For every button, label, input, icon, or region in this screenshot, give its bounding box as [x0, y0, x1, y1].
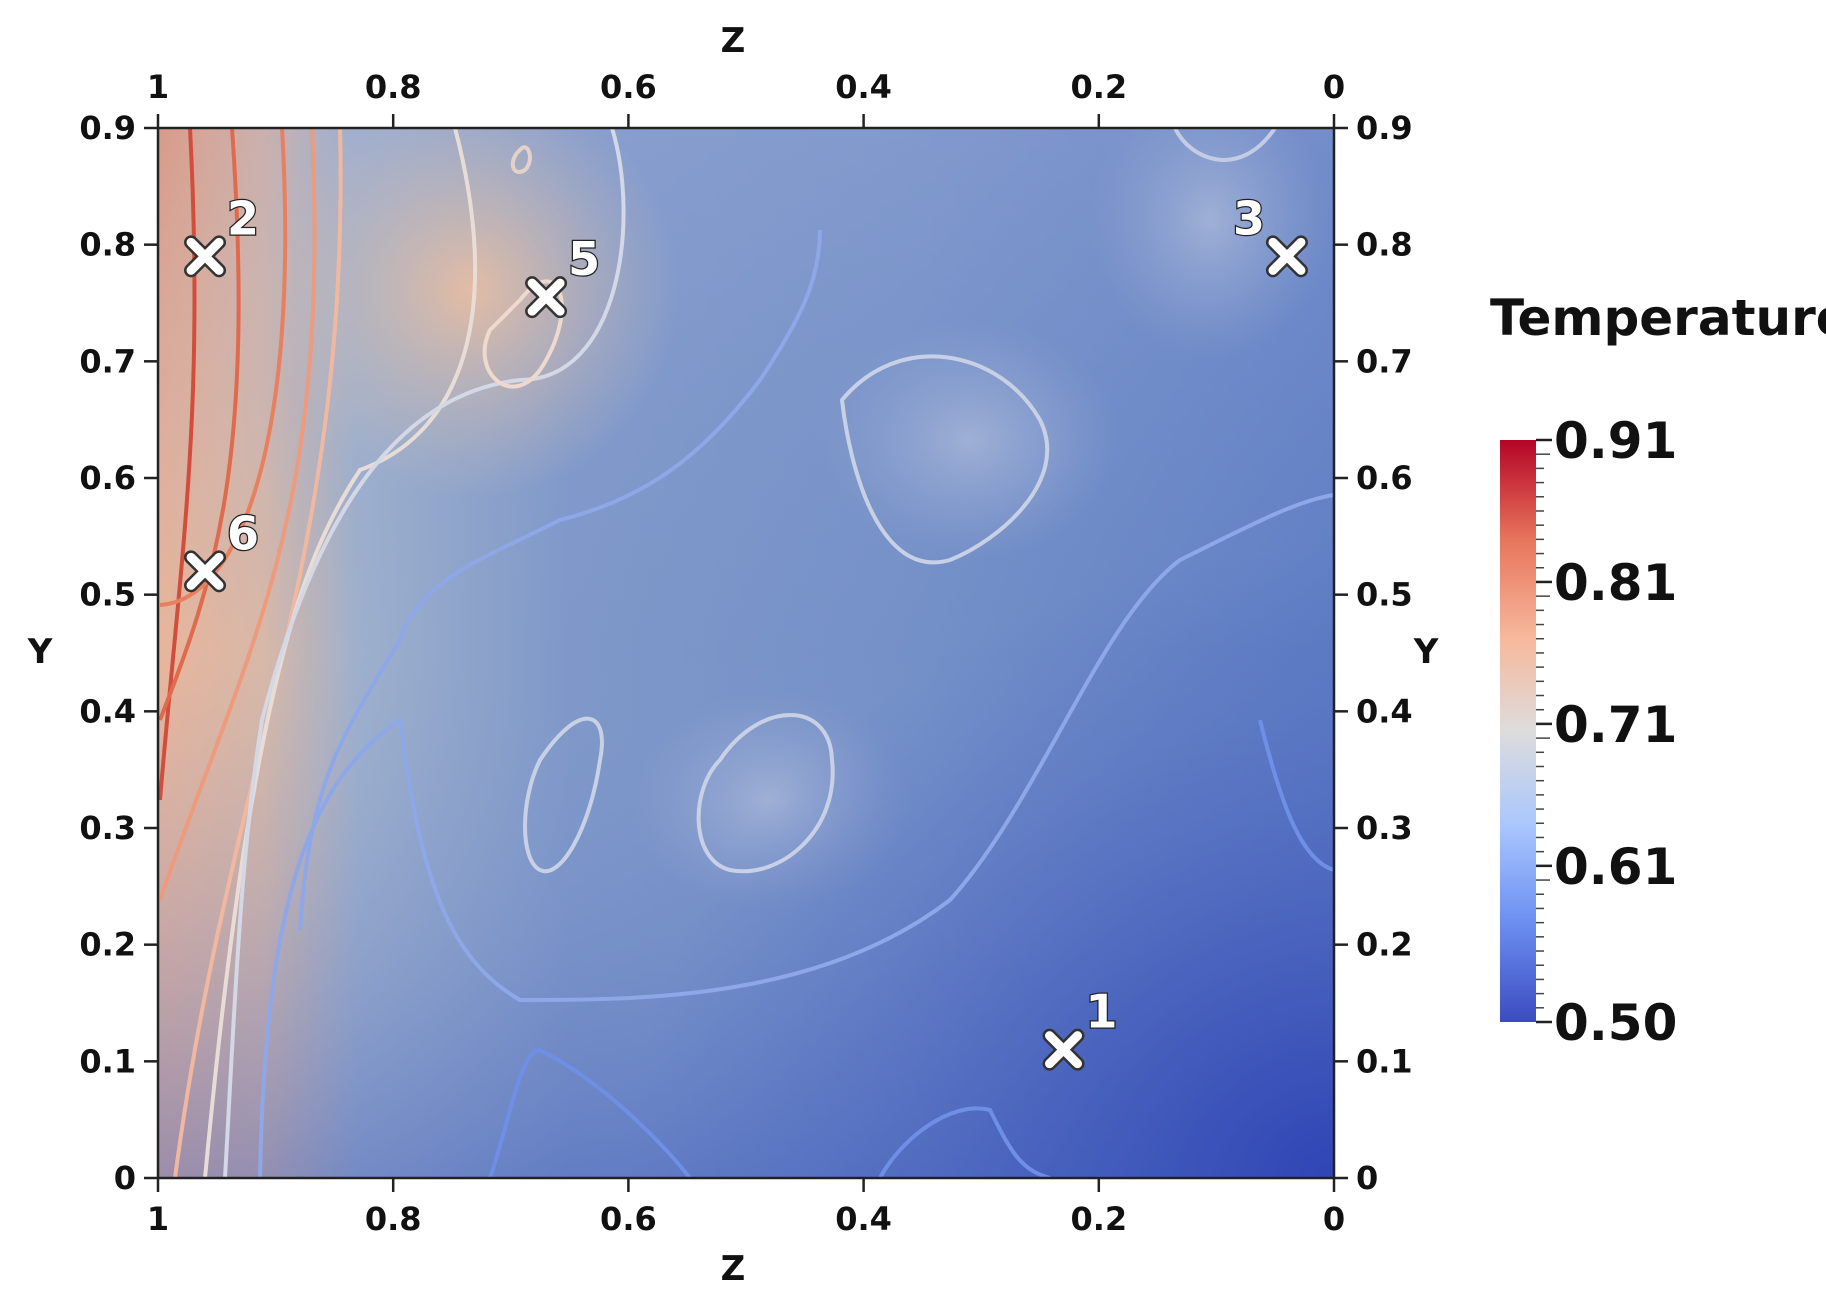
y-tick-label: 0.9: [1356, 109, 1413, 147]
y-tick-label: 0.6: [79, 459, 136, 497]
marker-cross: [1045, 1031, 1083, 1069]
y-axis-right: 0.9 0.8 0.7 0.6 0.5 0.4 0.3 0.2 0.1 0: [1334, 109, 1413, 1197]
marker-cross: [186, 237, 224, 275]
y-tick-label: 0.7: [79, 342, 136, 380]
z-tick-label: 0.4: [835, 68, 892, 106]
temperature-field: [158, 128, 1334, 1178]
colorbar-gradient: [1500, 440, 1536, 1022]
colorbar-tick-label: 0.71: [1554, 696, 1677, 754]
y-axis-title-right: Y: [1413, 632, 1439, 672]
contour-line: [696, 713, 835, 874]
contour-line: [158, 128, 317, 901]
x-axis-title-bottom: Z: [721, 1249, 746, 1289]
probe-marker: 6: [184, 505, 260, 593]
contour-line: [258, 493, 1334, 1178]
colorbar-tick-label: 0.81: [1554, 554, 1677, 612]
colorbar-tick-label: 0.61: [1554, 838, 1677, 896]
z-tick-label: 0.4: [835, 1200, 892, 1238]
z-tick-label: 0.8: [365, 1200, 422, 1238]
z-tick-label: 0: [1323, 68, 1345, 106]
probe-markers: 1 2 3 5 6: [184, 190, 1308, 1071]
x-axis-title-top: Z: [721, 21, 746, 61]
contour-line: [1173, 128, 1277, 162]
z-tick-label: 0.2: [1070, 1200, 1127, 1238]
y-tick-label: 0.3: [1356, 809, 1413, 847]
y-axis-title-left: Y: [27, 632, 53, 672]
contour-line: [840, 354, 1049, 565]
y-axis-left: 0.9 0.8 0.7 0.6 0.5 0.4 0.3 0.2 0.1 0: [79, 109, 158, 1197]
z-tick-label: 0.2: [1070, 68, 1127, 106]
marker-label: 1: [1086, 985, 1118, 1039]
y-tick-label: 0.7: [1356, 342, 1413, 380]
y-tick-label: 0: [1356, 1159, 1378, 1197]
marker-cross: [527, 278, 565, 316]
y-tick-label: 0.2: [79, 926, 136, 964]
y-tick-label: 0.1: [79, 1042, 136, 1080]
marker-label: 2: [227, 191, 259, 245]
y-tick-label: 0.4: [1356, 692, 1413, 730]
y-tick-label: 0.1: [1356, 1042, 1413, 1080]
probe-marker: 2: [184, 190, 260, 278]
contour-line: [523, 716, 604, 874]
z-tick-label: 0: [1323, 1200, 1345, 1238]
marker-label: 6: [227, 506, 259, 560]
colorbar-labels: 0.91 0.81 0.71 0.61 0.50: [1536, 412, 1677, 1052]
marker-label: 5: [568, 232, 600, 286]
colorbar-tick-label: 0.50: [1554, 994, 1677, 1052]
y-tick-label: 0.8: [79, 226, 136, 264]
y-tick-label: 0.5: [1356, 576, 1413, 614]
contour-line: [159, 128, 288, 607]
colorbar: Temperature 0.91 0.81 0.71 0.61 0.50: [1490, 289, 1826, 1052]
contour-line: [878, 1106, 1051, 1178]
plot-frame: [156, 126, 1336, 1180]
x-axis-bottom: 1 0.8 0.6 0.4 0.2 0: [147, 1178, 1345, 1238]
probe-marker: 3: [1232, 190, 1308, 278]
contour-line: [1258, 719, 1334, 872]
y-tick-label: 0.4: [79, 692, 136, 730]
x-axis-top: 1 0.8 0.6 0.4 0.2 0: [147, 68, 1345, 128]
y-tick-label: 0: [114, 1159, 136, 1197]
y-tick-label: 0.9: [79, 109, 136, 147]
probe-marker: 5: [525, 231, 601, 319]
z-tick-label: 0.8: [365, 68, 422, 106]
colorbar-tick-label: 0.91: [1554, 412, 1677, 470]
contour-line: [488, 1048, 692, 1178]
y-tick-label: 0.3: [79, 809, 136, 847]
contour-line: [298, 229, 822, 931]
z-tick-label: 0.6: [600, 68, 657, 106]
y-tick-label: 0.2: [1356, 926, 1413, 964]
contour-line: [158, 128, 241, 721]
colorbar-title: Temperature: [1490, 289, 1826, 347]
marker-cross: [1268, 237, 1306, 275]
z-tick-label: 0.6: [600, 1200, 657, 1238]
y-tick-label: 0.8: [1356, 226, 1413, 264]
contour-lines: [158, 128, 1334, 1178]
marker-cross: [186, 552, 224, 590]
colorbar-minor-ticks: [1536, 439, 1550, 1023]
y-tick-label: 0.6: [1356, 459, 1413, 497]
z-tick-label: 1: [147, 1200, 169, 1238]
probe-marker: 1: [1042, 983, 1119, 1071]
z-tick-label: 1: [147, 68, 169, 106]
marker-label: 3: [1233, 191, 1265, 245]
y-tick-label: 0.5: [79, 576, 136, 614]
contour-line: [510, 145, 532, 174]
contour-line: [482, 279, 564, 389]
contour-line: [223, 128, 626, 1178]
